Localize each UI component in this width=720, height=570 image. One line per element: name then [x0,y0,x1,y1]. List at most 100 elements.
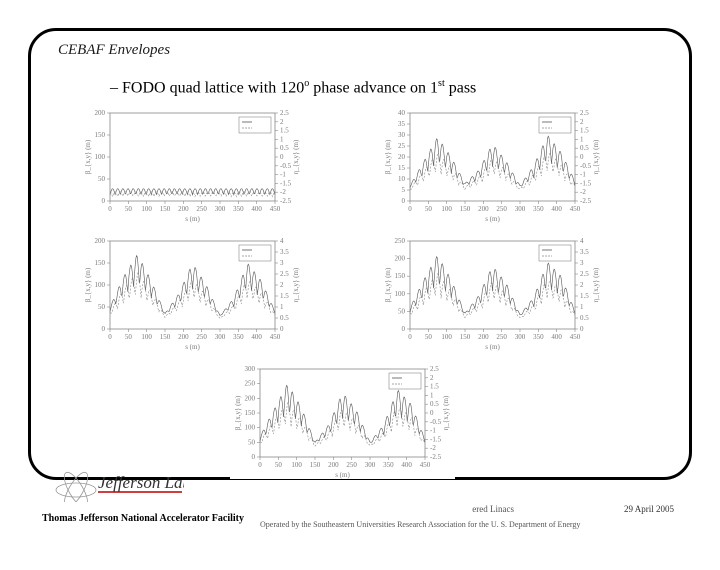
svg-text:300: 300 [215,333,226,341]
svg-text:40: 40 [398,109,406,117]
svg-text:0.5: 0.5 [430,400,439,408]
svg-text:β_{x,y} (m): β_{x,y} (m) [384,267,392,302]
svg-text:150: 150 [160,205,171,213]
svg-text:0: 0 [580,325,584,333]
svg-text:0.5: 0.5 [580,314,589,322]
logo-text: Jefferson Lab [98,473,184,492]
svg-text:400: 400 [551,333,562,341]
svg-text:3.5: 3.5 [580,248,589,256]
svg-text:2.5: 2.5 [280,270,289,278]
svg-text:s (m): s (m) [485,215,500,223]
svg-text:s (m): s (m) [485,343,500,351]
svg-text:50: 50 [248,438,256,446]
svg-text:200: 200 [478,333,489,341]
svg-text:2: 2 [280,118,284,126]
svg-text:β_{x,y} (m): β_{x,y} (m) [84,139,92,174]
svg-text:25: 25 [398,142,406,150]
svg-text:250: 250 [395,237,406,245]
svg-text:250: 250 [496,205,507,213]
footer-right-label: ered Linacs [472,504,514,514]
svg-text:250: 250 [496,333,507,341]
svg-text:-0.5: -0.5 [580,162,592,170]
svg-text:30: 30 [398,131,406,139]
svg-text:β_{x,y} (m): β_{x,y} (m) [84,267,92,302]
svg-text:0: 0 [402,197,406,205]
svg-text:-2: -2 [580,188,586,196]
svg-text:50: 50 [275,461,283,469]
svg-text:150: 150 [95,259,106,267]
svg-text:450: 450 [570,333,581,341]
slide-title: CEBAF Envelopes [58,42,170,59]
chart-pass5: 0501001502002503003504004500501001502002… [230,361,455,479]
svg-text:300: 300 [515,333,526,341]
svg-text:450: 450 [270,333,281,341]
svg-text:150: 150 [245,409,256,417]
svg-text:200: 200 [178,333,189,341]
svg-text:0: 0 [102,325,106,333]
svg-text:450: 450 [570,205,581,213]
svg-text:4: 4 [580,237,584,245]
svg-text:150: 150 [395,272,406,280]
svg-text:200: 200 [478,205,489,213]
svg-text:0.5: 0.5 [580,144,589,152]
footer-date: 29 April 2005 [624,504,674,514]
svg-text:-2: -2 [280,188,286,196]
svg-text:100: 100 [95,153,106,161]
svg-text:2.5: 2.5 [280,109,289,117]
svg-text:3: 3 [580,259,584,267]
svg-text:150: 150 [460,205,471,213]
footer-operated-by: Operated by the Southeastern Universitie… [260,520,580,529]
svg-text:3: 3 [280,259,284,267]
chart-pass2: 0501001502002503003504004500510152025303… [380,105,605,223]
svg-text:0: 0 [108,333,112,341]
svg-text:50: 50 [425,205,433,213]
jlab-logo: Jefferson Lab [54,468,184,502]
svg-text:2: 2 [430,374,434,382]
svg-text:200: 200 [245,394,256,402]
svg-text:300: 300 [515,205,526,213]
svg-text:10: 10 [398,175,406,183]
svg-text:350: 350 [533,205,544,213]
svg-text:-1.5: -1.5 [430,435,442,443]
svg-text:2: 2 [580,118,584,126]
svg-text:s (m): s (m) [185,343,200,351]
svg-text:-2: -2 [430,444,436,452]
svg-text:100: 100 [141,333,152,341]
chart-pass3: 0501001502002503003504004500501001502000… [80,233,305,351]
svg-text:-2.5: -2.5 [280,197,292,205]
svg-text:350: 350 [233,205,244,213]
svg-text:50: 50 [98,175,106,183]
svg-text:0: 0 [258,461,262,469]
svg-text:1.5: 1.5 [430,383,439,391]
svg-text:250: 250 [346,461,357,469]
slide-subtitle: – FODO quad lattice with 120o phase adva… [110,78,476,97]
svg-text:400: 400 [401,461,412,469]
svg-text:-1: -1 [430,427,436,435]
svg-text:300: 300 [215,205,226,213]
svg-text:-1.5: -1.5 [580,179,592,187]
svg-text:250: 250 [196,333,207,341]
svg-text:-2.5: -2.5 [580,197,592,205]
svg-text:1.5: 1.5 [280,127,289,135]
svg-text:50: 50 [398,307,406,315]
svg-text:200: 200 [395,255,406,263]
svg-text:1.5: 1.5 [580,127,589,135]
svg-text:15: 15 [398,164,406,172]
svg-text:350: 350 [533,333,544,341]
svg-text:50: 50 [98,303,106,311]
svg-text:400: 400 [251,205,262,213]
svg-text:1: 1 [430,391,434,399]
svg-text:450: 450 [420,461,431,469]
svg-text:0: 0 [430,409,434,417]
svg-text:300: 300 [245,365,256,373]
svg-text:400: 400 [251,333,262,341]
footer-lab-name: Thomas Jefferson National Accelerator Fa… [42,513,244,524]
svg-text:200: 200 [178,205,189,213]
svg-text:-1: -1 [280,171,286,179]
svg-text:200: 200 [95,237,106,245]
svg-text:0: 0 [580,153,584,161]
chart-pass1: 050100150200250300350400450050100150200-… [80,105,305,223]
svg-text:100: 100 [441,333,452,341]
svg-text:1: 1 [280,303,284,311]
svg-text:200: 200 [328,461,339,469]
